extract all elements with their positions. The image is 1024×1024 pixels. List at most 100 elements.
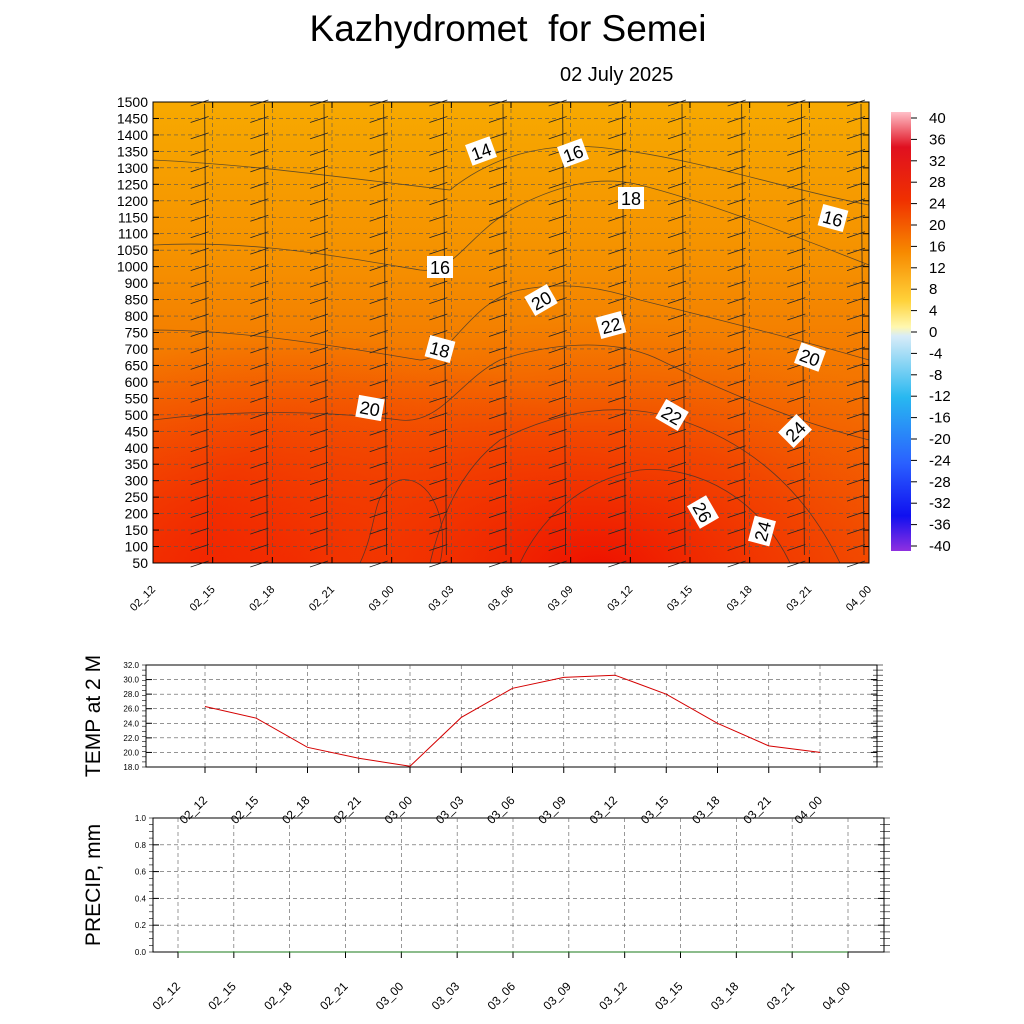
wind-barb [488,116,508,123]
colorbar-ticks [911,117,917,547]
wind-barbs [190,99,866,568]
wind-barb [787,149,806,156]
wind-barb [190,214,209,222]
wind-barb [250,313,269,321]
wind-barb [787,379,806,387]
wind-barb [250,494,269,502]
wind-barb [488,395,508,403]
wind-barb [667,560,687,568]
x-tick-label: 03_18 [708,979,742,1013]
barb-staff [323,103,328,556]
contour-label: 20 [794,342,826,372]
colorbar-label: 4 [929,303,937,320]
colorbar-label: 32 [929,153,946,170]
y-tick-label: 350 [125,456,149,472]
wind-barb [488,264,508,272]
wind-barb [727,247,746,255]
x-tick-label: 03_21 [764,979,798,1013]
y-tick-label: 400 [125,440,149,456]
wind-barb [429,379,448,387]
colorbar-label: 12 [929,260,946,277]
wind-barb [190,445,209,453]
wind-barb [190,313,209,321]
wind-barb [608,214,627,222]
wind-barb [190,181,209,189]
wind-barb [369,132,388,140]
wind-barb [190,346,209,354]
wind-barb [608,527,627,535]
x-tick-label: 03_03 [426,584,456,614]
wind-barb [369,247,388,255]
wind-barb [548,527,567,535]
wind-barb [548,395,567,403]
wind-barb [488,478,508,486]
wind-barb [727,428,746,436]
y-tick-label: 30.0 [123,676,139,685]
colorbar-label: -12 [929,388,951,405]
contour-label: 16 [427,256,453,278]
wind-barb [548,330,567,337]
wind-barb [727,560,746,568]
wind-barb [488,527,508,535]
wind-barb [369,297,388,304]
y-tick-label: 700 [125,341,149,357]
wind-barb [727,280,746,288]
colorbar-labels: 4036322824201612840-4-8-12-16-20-24-28-3… [929,110,951,555]
x-tick-label: 03_00 [373,979,407,1013]
wind-barb [548,346,567,354]
x-tick-label: 04_00 [820,979,854,1013]
wind-barb [309,297,329,304]
wind-barb [727,461,746,469]
wind-barb [608,297,627,304]
wind-barb [727,149,746,156]
wind-barb [667,511,687,518]
barb-staff [681,103,686,556]
contour-label: 16 [817,204,849,232]
chart-subtitle: 02 July 2025 [560,64,674,86]
wind-barb [309,247,329,255]
y-tick-label: 600 [125,374,149,390]
wind-barb [787,264,806,272]
x-tick-label: 02_18 [247,584,277,614]
wind-barb [727,297,746,304]
temp-grid [142,664,883,773]
wind-barb [369,214,388,222]
temp-frame [145,664,878,768]
wind-barb [667,494,687,502]
colorbar-label: -40 [929,538,951,555]
wind-barb [667,214,687,222]
wind-barb [608,478,627,486]
contour-label-bg [424,335,456,363]
wind-barb [727,264,746,272]
wind-barb [309,445,329,453]
colorbar-label: 8 [929,281,937,298]
x-tick-label: 02_12 [177,793,211,827]
wind-barb [369,116,388,123]
x-tick-label: 03_09 [535,793,569,827]
wind-barb [309,280,329,288]
colorbar-label: -16 [929,410,951,427]
wind-barb [369,560,388,568]
wind-barb [190,494,209,502]
y-tick-label: 0.6 [135,868,147,877]
wind-barb [488,247,508,255]
wind-barb [727,181,746,189]
wind-barb [727,198,746,206]
wind-barb [369,363,388,370]
wind-barb [190,132,209,140]
wind-barb [846,494,866,502]
wind-barb [608,428,627,436]
wind-barb [727,478,746,486]
wind-barb [608,149,627,156]
wind-barb [787,181,806,189]
wind-barb [429,132,448,140]
wind-barb [309,461,329,469]
x-tick-label: 03_12 [587,793,621,827]
wind-barb [488,280,508,288]
colorbar-label: -4 [929,345,942,362]
wind-barb [369,478,388,486]
temp-ylabel: TEMP at 2 M [82,655,105,777]
wind-barb [488,494,508,502]
wind-barb [787,544,806,551]
wind-barb [846,198,866,206]
